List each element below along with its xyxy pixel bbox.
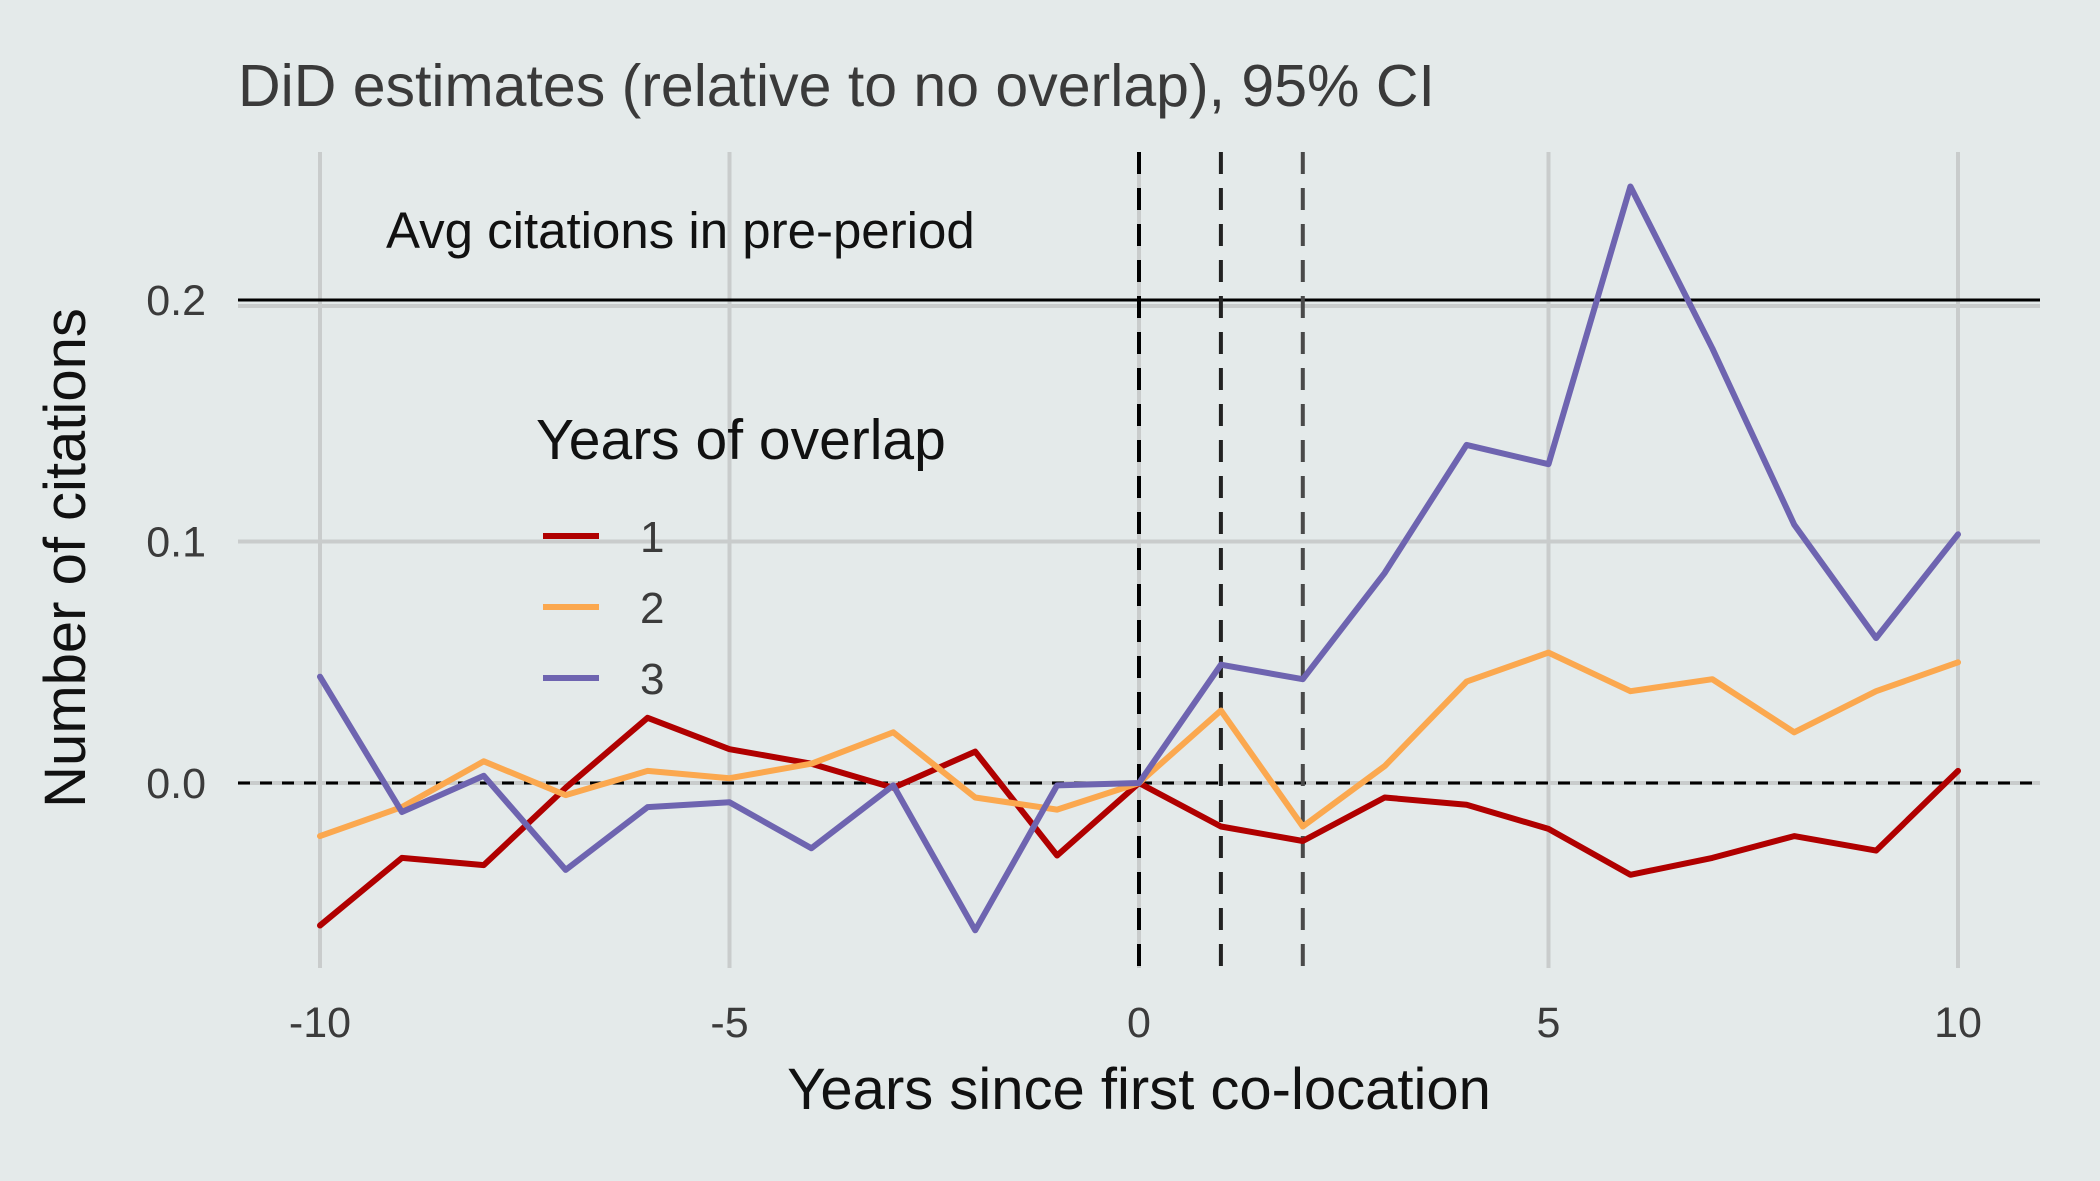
series-lines <box>317 183 1961 934</box>
x-tick-label: 10 <box>1934 999 1982 1047</box>
x-tick-label: 0 <box>1127 999 1151 1047</box>
y-axis-title: Number of citations <box>33 308 98 808</box>
legend-label-2: 2 <box>640 584 664 633</box>
reference-lines <box>238 152 2040 968</box>
legend-label-3: 3 <box>640 655 664 704</box>
pre-period-annotation: Avg citations in pre-period <box>386 202 975 259</box>
series-line-3 <box>317 183 1961 934</box>
chart-title: DiD estimates (relative to no overlap), … <box>238 53 1435 119</box>
x-tick-label: 5 <box>1537 999 1561 1047</box>
legend-items: 1 2 3 <box>543 513 664 704</box>
legend: Years of overlap 1 2 3 <box>536 408 946 704</box>
legend-label-1: 1 <box>640 513 664 562</box>
legend-title: Years of overlap <box>536 408 946 472</box>
y-tick-label: 0.0 <box>146 760 206 808</box>
x-axis-title: Years since first co-location <box>787 1057 1491 1122</box>
y-tick-label: 0.2 <box>146 277 206 325</box>
x-tick-label: -10 <box>289 999 351 1047</box>
x-tick-label: -5 <box>710 999 748 1047</box>
y-tick-label: 0.1 <box>146 519 206 567</box>
tick-labels: -10 -5 0 5 10 0.0 0.1 0.2 <box>146 277 1982 1047</box>
